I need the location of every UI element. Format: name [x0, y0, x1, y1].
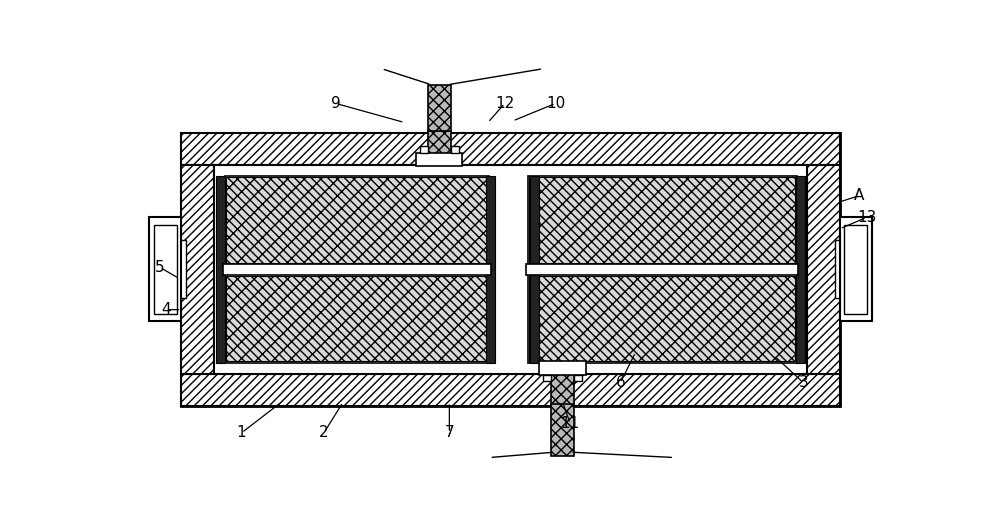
Bar [225, 176, 489, 265]
Bar [796, 176, 805, 363]
Text: 9: 9 [331, 96, 340, 111]
Bar [226, 177, 488, 264]
Bar [214, 165, 807, 374]
Bar [178, 240, 186, 298]
Bar [807, 165, 840, 374]
Bar [530, 176, 539, 363]
Bar [181, 165, 214, 374]
Bar [154, 225, 177, 314]
Text: 5: 5 [155, 260, 165, 275]
Text: 3: 3 [799, 375, 808, 390]
Bar [181, 132, 840, 165]
Bar [451, 146, 459, 153]
Text: 6: 6 [615, 375, 625, 390]
Bar [181, 374, 840, 406]
Bar [844, 225, 867, 314]
Text: 7: 7 [445, 425, 454, 440]
Bar [574, 375, 582, 381]
Bar [226, 276, 488, 361]
Text: A: A [854, 188, 864, 203]
Bar [181, 132, 840, 406]
Text: 4: 4 [161, 302, 171, 317]
Text: 10: 10 [546, 96, 565, 111]
Bar [835, 240, 843, 298]
Bar [416, 153, 462, 167]
Bar [216, 176, 225, 363]
Bar [223, 264, 491, 275]
Bar [539, 361, 586, 375]
Bar [551, 404, 574, 456]
Bar [529, 177, 795, 264]
Bar [420, 146, 428, 153]
Text: 2: 2 [319, 425, 329, 440]
Bar [428, 85, 451, 131]
Bar [528, 176, 797, 265]
Bar [225, 274, 489, 363]
Bar [526, 264, 798, 275]
Text: 1: 1 [237, 425, 246, 440]
Bar [529, 276, 795, 361]
Text: 11: 11 [561, 416, 580, 431]
Text: 12: 12 [495, 96, 514, 111]
Bar [543, 375, 551, 381]
Bar [486, 176, 495, 363]
Bar [428, 131, 451, 165]
Text: 13: 13 [857, 210, 876, 225]
Bar [840, 217, 872, 321]
Bar [528, 274, 797, 363]
Bar [551, 374, 574, 406]
Bar [149, 217, 181, 321]
